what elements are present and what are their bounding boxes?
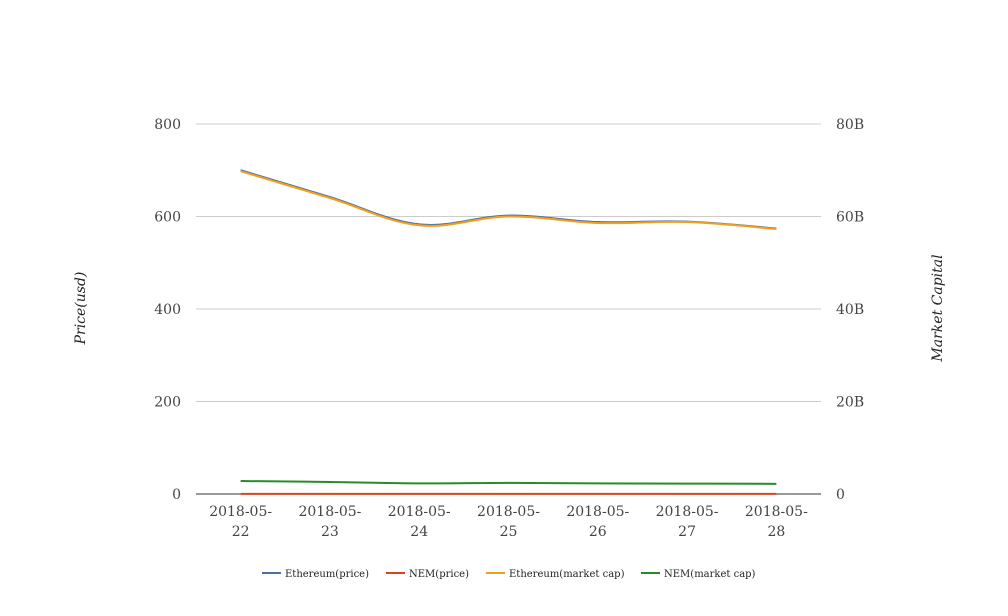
legend-label: NEM(price) bbox=[409, 569, 469, 580]
y-axis-title: Price(usd) bbox=[73, 272, 89, 346]
x-tick-label: 2018-05-23 bbox=[298, 504, 361, 540]
y2-tick-label: 80B bbox=[836, 117, 864, 133]
series-line-ethereum-market-cap bbox=[240, 170, 777, 230]
y-tick-label: 200 bbox=[154, 395, 181, 411]
y-tick-label: 400 bbox=[154, 302, 181, 318]
legend-item-nem-price[interactable]: NEM(price) bbox=[386, 569, 469, 580]
y2-axis-title: Market Capital bbox=[930, 254, 946, 362]
y-tick-label: 600 bbox=[154, 210, 181, 226]
x-tick-label: 2018-05-26 bbox=[566, 504, 629, 540]
x-tick-label: 2018-05-27 bbox=[656, 504, 719, 540]
series-line-ethereum-price bbox=[240, 169, 777, 230]
x-tick-label: 2018-05-22 bbox=[209, 504, 272, 540]
series-lines bbox=[240, 169, 777, 495]
legend-item-ethereum-price[interactable]: Ethereum(price) bbox=[262, 569, 369, 580]
legend-item-ethereum-market-cap[interactable]: Ethereum(market cap) bbox=[486, 569, 625, 580]
series-line-nem-market-cap bbox=[240, 480, 777, 485]
y2-tick-label: 40B bbox=[836, 302, 864, 318]
legend-label: Ethereum(price) bbox=[285, 569, 369, 580]
gridlines bbox=[196, 123, 821, 402]
legend-item-nem-market-cap[interactable]: NEM(market cap) bbox=[641, 569, 756, 580]
x-tick-label: 2018-05-28 bbox=[745, 504, 808, 540]
legend-label: NEM(market cap) bbox=[664, 569, 756, 580]
x-tick-label: 2018-05-25 bbox=[477, 504, 540, 540]
y2-tick-label: 0 bbox=[836, 487, 845, 503]
legend-label: Ethereum(market cap) bbox=[509, 569, 625, 580]
x-tick-label: 2018-05-24 bbox=[388, 504, 451, 540]
axes: 0 200 400 600 800 0 20B 40B 60B 80B 2018-05-22 2018… bbox=[154, 117, 864, 540]
y2-tick-label: 20B bbox=[836, 395, 864, 411]
y-tick-label: 800 bbox=[154, 117, 181, 133]
legend: Ethereum(price) NEM(price) Ethereum(market… bbox=[262, 569, 756, 580]
y2-tick-label: 60B bbox=[836, 210, 864, 226]
y-tick-label: 0 bbox=[172, 487, 181, 503]
